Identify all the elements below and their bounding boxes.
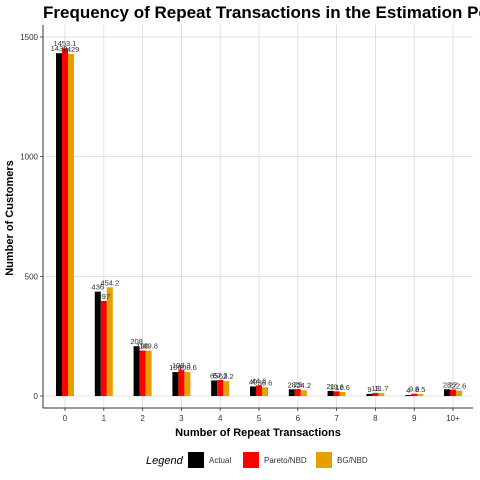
- bar-bg-nbd-4: [223, 381, 230, 397]
- y-tick-label: 1000: [20, 153, 38, 162]
- bar-bg-nbd-10: [456, 390, 462, 397]
- x-tick-label: 0: [63, 414, 68, 423]
- data-label: 28: [443, 380, 451, 389]
- x-tick-label: 8: [373, 414, 378, 423]
- bar-pareto-nbd-8: [372, 392, 379, 397]
- y-tick-label: 1500: [20, 33, 38, 42]
- data-label: 29: [294, 380, 302, 389]
- legend-label: BG/NBD: [337, 456, 368, 465]
- data-label: 189.8: [139, 342, 158, 351]
- bar-pareto-nbd-0: [62, 48, 68, 397]
- bar-bg-nbd-1: [106, 287, 113, 397]
- data-label: 27: [449, 381, 457, 390]
- bar-bg-nbd-3: [184, 371, 191, 397]
- data-label: 16.6: [335, 383, 350, 392]
- bar-bg-nbd-7: [339, 392, 346, 397]
- y-tick-layer: 0 500 1000 1500: [20, 33, 43, 401]
- bar-bg-nbd-6: [300, 390, 307, 397]
- data-label: 22.6: [452, 382, 467, 391]
- bar-pareto-nbd-6: [294, 389, 301, 397]
- data-label-layer: 1432 436 208 100 65 40 28 21 9 4 28 1453.1 397 190 108…: [51, 39, 467, 395]
- bar-pareto-nbd-1: [100, 300, 107, 397]
- bar-layer: [56, 48, 462, 397]
- data-label: 1453.1: [54, 39, 77, 48]
- bar-actual-5: [250, 386, 256, 397]
- data-label: 28: [288, 380, 296, 389]
- x-tick-label: 7: [334, 414, 339, 423]
- bar-pareto-nbd-9: [411, 393, 418, 397]
- x-tick-label: 2: [140, 414, 145, 423]
- data-label: 100: [169, 363, 182, 372]
- legend-label: Pareto/NBD: [264, 456, 307, 465]
- data-label: 44.6: [252, 376, 267, 385]
- legend-title: Legend: [146, 455, 184, 467]
- data-label: 21: [326, 382, 334, 391]
- x-tick-label: 3: [179, 414, 184, 423]
- y-tick-label: 500: [25, 272, 39, 281]
- data-label: 4: [406, 386, 410, 395]
- legend-key-actual: [188, 452, 204, 468]
- x-tick-label: 5: [257, 414, 262, 423]
- bar-actual-8: [366, 393, 373, 397]
- bar-bg-nbd-9: [417, 393, 424, 397]
- data-label: 13: [371, 384, 379, 393]
- x-tick-label: 6: [296, 414, 301, 423]
- x-tick-label: 4: [218, 414, 223, 423]
- bar-bg-nbd-2: [145, 350, 152, 397]
- legend: Legend Actual Pareto/NBD BG/NBD: [146, 452, 368, 468]
- data-label: 11.7: [374, 384, 388, 393]
- y-axis-title: Number of Customers: [4, 160, 16, 276]
- data-label: 9: [367, 385, 371, 394]
- legend-label: Actual: [209, 456, 231, 465]
- chart-title: Frequency of Repeat Transactions in the …: [43, 3, 480, 22]
- bar-actual-1: [94, 291, 101, 397]
- y-tick-label: 0: [34, 392, 39, 401]
- data-label: 36.6: [258, 378, 273, 387]
- bar-pareto-nbd-4: [217, 379, 224, 397]
- bar-pareto-nbd-5: [256, 385, 262, 397]
- bar-actual-4: [211, 380, 218, 397]
- data-label: 67.3: [213, 371, 228, 380]
- x-tick-layer: 0 1 2 3 4 5 6 7 8 9 10+: [63, 408, 460, 423]
- bar-actual-2: [133, 346, 140, 397]
- bar-pareto-nbd-10: [450, 389, 456, 397]
- bar-pareto-nbd-2: [139, 350, 146, 397]
- data-label: 454.2: [100, 278, 119, 287]
- data-label: 100.6: [178, 363, 197, 372]
- data-label: 208: [130, 337, 143, 346]
- bar-actual-9: [405, 395, 412, 397]
- legend-key-pareto-nbd: [243, 452, 259, 468]
- bar-actual-0: [56, 53, 62, 397]
- bar-bg-nbd-8: [378, 393, 385, 397]
- data-label: 108.3: [172, 361, 191, 370]
- data-label: 19.6: [329, 382, 344, 391]
- bar-bg-nbd-5: [262, 387, 268, 397]
- bar-actual-10: [444, 389, 450, 397]
- data-label: 9.6: [409, 385, 419, 394]
- bar-pareto-nbd-7: [333, 391, 340, 397]
- bar-pareto-nbd-3: [178, 370, 185, 397]
- bar-bg-nbd-0: [68, 53, 74, 397]
- data-label: 1432: [51, 44, 68, 53]
- data-label: 65: [210, 371, 218, 380]
- data-label: 1429: [63, 45, 80, 54]
- data-label: 397: [98, 292, 111, 301]
- x-axis-title: Number of Repeat Transactions: [175, 427, 341, 439]
- bar-actual-6: [288, 389, 295, 397]
- x-tick-label: 1: [102, 414, 107, 423]
- data-label: 190: [136, 342, 149, 351]
- data-label: 8.5: [415, 385, 425, 394]
- legend-key-bg-nbd: [316, 452, 332, 468]
- data-label: 40: [249, 377, 257, 386]
- x-tick-label: 10+: [446, 414, 460, 423]
- bar-actual-7: [327, 391, 334, 397]
- data-label: 436: [92, 283, 105, 292]
- data-label: 62.2: [219, 372, 234, 381]
- x-tick-label: 9: [412, 414, 417, 423]
- bar-actual-3: [172, 372, 179, 397]
- data-label: 24.2: [296, 381, 311, 390]
